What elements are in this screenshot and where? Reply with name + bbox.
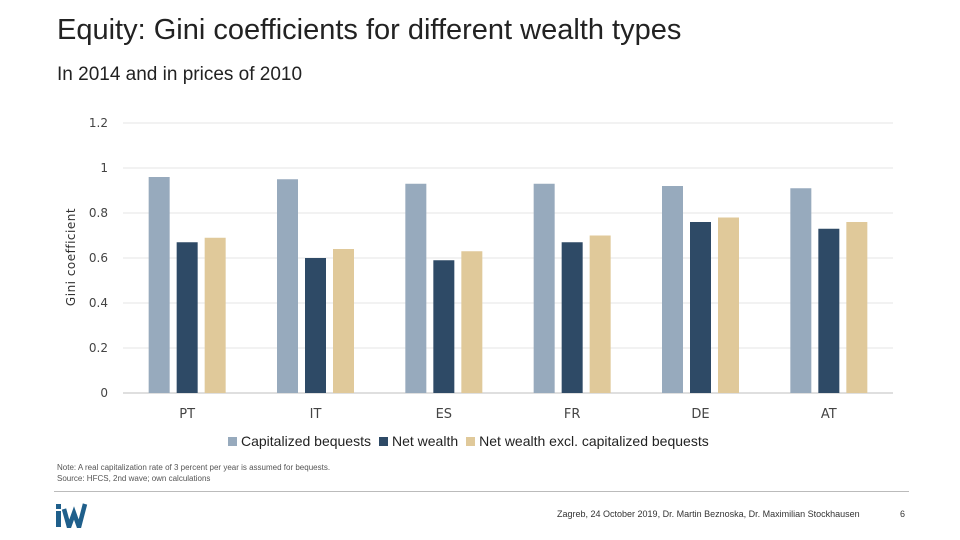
bar-at-series-2 [846, 222, 868, 393]
source-text: Source: HFCS, 2nd wave; own calculations [57, 474, 211, 483]
legend-item-net-wealth-excl: Net wealth excl. capitalized bequests [466, 433, 709, 449]
y-tick-label: 0.4 [89, 296, 108, 310]
page-subtitle: In 2014 and in prices of 2010 [57, 64, 303, 85]
bar-it-series-2 [333, 249, 354, 393]
bar-it-series-1 [305, 258, 326, 393]
legend-swatch [466, 436, 476, 446]
footer-text: Zagreb, 24 October 2019, Dr. Martin Bezn… [557, 509, 860, 519]
x-tick-label: FR [564, 407, 581, 422]
y-tick-label: 0.6 [89, 251, 108, 265]
y-tick-label: 0.8 [89, 206, 108, 220]
legend-item-capitalized-bequests: Capitalized bequests [228, 433, 371, 449]
legend-label: Net wealth excl. capitalized bequests [479, 433, 709, 449]
x-tick-label: DE [691, 407, 709, 422]
y-tick-label: 1 [100, 161, 108, 175]
iw-logo [56, 503, 88, 528]
bar-es-series-0 [405, 183, 427, 393]
bar-at-series-0 [790, 188, 812, 393]
chart-legend: Capitalized bequests Net wealth Net weal… [228, 433, 717, 449]
legend-label: Net wealth [391, 433, 459, 449]
bar-at-series-1 [818, 228, 840, 393]
bar-pt-series-2 [204, 237, 226, 393]
legend-label: Capitalized bequests [241, 433, 371, 449]
legend-item-net-wealth: Net wealth [378, 433, 459, 449]
bar-fr-series-0 [533, 183, 555, 393]
y-axis-label: Gini coefficient [64, 208, 78, 306]
page-number: 6 [900, 509, 906, 519]
bar-es-series-1 [433, 260, 455, 393]
y-tick-label: 1.2 [89, 116, 108, 130]
x-tick-label: PT [179, 407, 195, 422]
x-tick-label: IT [310, 407, 322, 422]
bar-fr-series-2 [589, 235, 611, 393]
note-text: Note: A real capitalization rate of 3 pe… [57, 463, 331, 472]
x-tick-label: ES [436, 407, 452, 422]
bar-fr-series-1 [561, 242, 583, 393]
y-tick-label: 0 [100, 386, 108, 400]
bar-de-series-0 [662, 186, 683, 393]
bar-pt-series-0 [148, 177, 170, 393]
page-title: Equity: Gini coefficients for different … [57, 14, 682, 46]
legend-swatch [378, 436, 388, 446]
bar-de-series-1 [690, 222, 711, 393]
bar-es-series-2 [461, 251, 483, 393]
chart-notes: Note: A real capitalization rate of 3 pe… [57, 462, 330, 484]
bar-it-series-0 [277, 179, 298, 393]
y-tick-label: 0.2 [89, 341, 108, 355]
legend-swatch [228, 436, 237, 446]
x-tick-label: AT [821, 407, 837, 422]
bar-de-series-2 [718, 217, 739, 393]
bar-pt-series-1 [176, 242, 198, 393]
footer-divider [54, 491, 909, 492]
